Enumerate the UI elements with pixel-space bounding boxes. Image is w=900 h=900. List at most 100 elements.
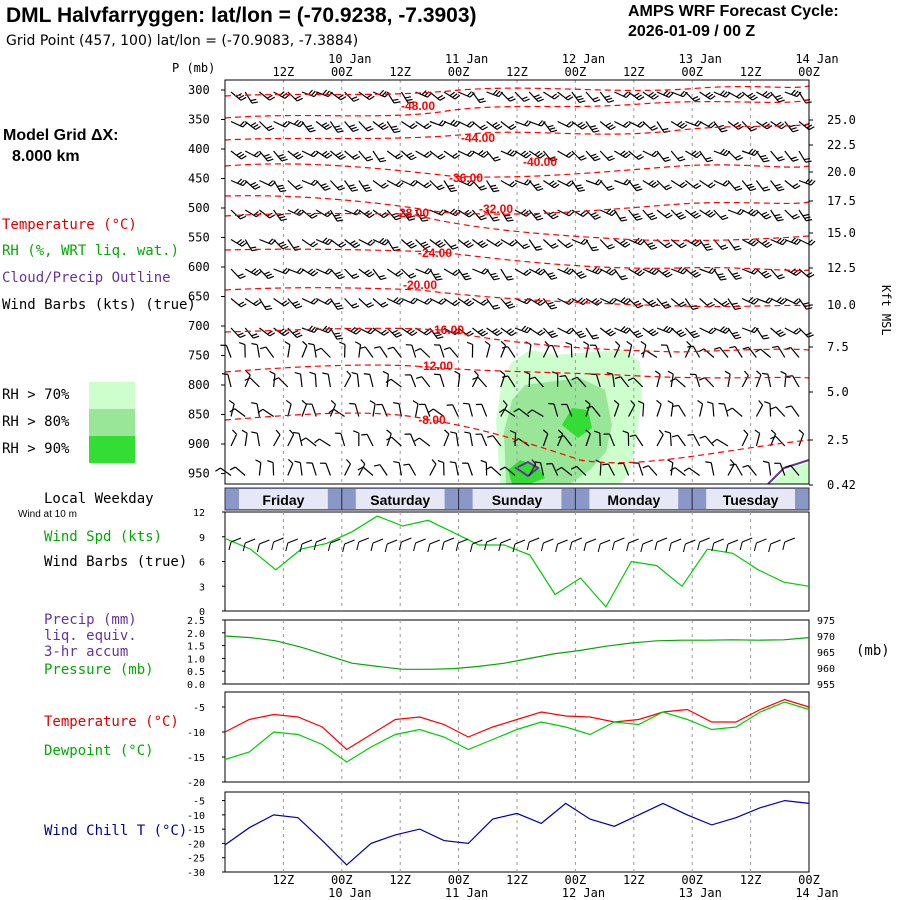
panel-tick-label: 6 — [199, 558, 205, 569]
wind-barb — [490, 466, 502, 476]
wind-barb-feather — [409, 218, 416, 221]
wind-barb-feather — [719, 90, 725, 96]
wind-barb — [642, 150, 655, 158]
wind-barb-feather — [551, 129, 558, 133]
surface-wind-barb — [628, 538, 639, 544]
wind-barb-feather — [479, 330, 486, 335]
wind-barb — [358, 268, 370, 278]
wind-barb-feather — [594, 216, 601, 220]
bottom-time-label: 00Z — [448, 873, 470, 887]
wind-barb — [256, 344, 260, 358]
wind-barb-feather — [314, 438, 320, 444]
wind-barb — [244, 374, 251, 388]
wind-barb — [613, 404, 620, 417]
wind-barb — [585, 268, 599, 275]
wind-barb-feather — [509, 430, 516, 434]
wind-barb-feather — [441, 210, 447, 216]
wind-barb-feather — [690, 269, 697, 274]
wind-barb-feather — [521, 325, 526, 331]
wind-barb-feather — [466, 91, 472, 97]
pressure-tick-label: 300 — [188, 83, 210, 97]
wind-barb-feather — [251, 431, 258, 434]
wind-barb-feather — [765, 274, 772, 279]
wind-barb-feather — [632, 183, 639, 187]
wind-barb-feather — [280, 189, 287, 193]
wind-barb-feather — [367, 327, 373, 333]
wind-barb-feather — [650, 93, 657, 99]
wind-barb-feather — [750, 210, 756, 216]
wind-barb-feather — [462, 272, 469, 276]
wind-barb — [674, 467, 686, 476]
wind-barb — [684, 91, 696, 102]
wind-barb-feather — [452, 209, 458, 215]
wind-barb-feather — [667, 400, 674, 405]
wind-barb-feather — [535, 215, 542, 219]
wind-barb — [756, 121, 768, 130]
wind-barb — [455, 462, 459, 476]
wind-barb — [699, 180, 711, 189]
wind-barb — [287, 120, 300, 128]
wind-barb-feather — [696, 241, 702, 247]
wind-barb-feather — [578, 155, 585, 159]
wind-barb — [656, 298, 666, 309]
wind-barb-feather — [454, 370, 461, 375]
wind-barb-feather — [334, 302, 341, 305]
wind-barb-feather — [568, 122, 575, 128]
wind-barb-feather — [692, 271, 699, 276]
wind-barb — [315, 209, 328, 218]
wind-barb — [741, 297, 755, 305]
wind-barb-feather — [720, 244, 727, 248]
wind-barb-feather — [705, 461, 712, 464]
wind-barb-feather — [770, 406, 777, 410]
wind-barb — [699, 403, 704, 417]
wind-barb — [256, 433, 260, 447]
wind-barb — [415, 268, 428, 275]
wind-barb — [542, 327, 553, 338]
wind-barb — [670, 150, 680, 162]
wind-barb-feather — [755, 348, 761, 353]
wind-barb-feather — [351, 371, 358, 375]
wind-barb — [628, 327, 638, 338]
surface-wind-barb-feather — [526, 541, 530, 551]
wind-barb — [344, 239, 356, 249]
wind-barb — [613, 268, 623, 280]
wind-barb-feather — [753, 299, 759, 305]
wind-barb-feather — [378, 122, 384, 127]
wind-barb-feather — [339, 187, 346, 191]
wind-barb-feather — [283, 301, 290, 307]
wind-barb-feather — [760, 154, 767, 158]
panel-tick-label: 9 — [199, 533, 205, 544]
wind-barb — [790, 405, 800, 417]
wind-barb — [400, 150, 412, 161]
surface-wind-barb — [372, 538, 384, 544]
wind-barb-feather — [718, 275, 726, 279]
wind-barb-feather — [380, 159, 387, 163]
wind-barb — [467, 463, 473, 476]
bottom-time-label: 00Z — [565, 873, 587, 887]
wind-barb — [647, 465, 658, 476]
top-date-label: 13 Jan — [679, 52, 722, 66]
wind-barb-feather — [794, 185, 801, 190]
wind-barb-feather — [651, 246, 658, 250]
surface-wind-barb — [671, 538, 682, 544]
wind-barb-feather — [580, 275, 587, 279]
wind-barb-feather — [485, 466, 492, 471]
wind-barb — [614, 91, 627, 99]
wind-barb-feather — [664, 159, 671, 162]
wind-barb-feather — [680, 244, 687, 249]
wind-barb-feather — [244, 377, 251, 381]
wind-barb-feather — [722, 216, 729, 221]
wind-barb — [429, 239, 441, 248]
wind-barb-feather — [491, 216, 499, 219]
wind-barb-feather — [435, 240, 441, 245]
wind-barb-feather — [649, 214, 656, 219]
wind-barb — [364, 346, 374, 358]
wind-barb-feather — [614, 340, 621, 347]
wind-barb — [685, 268, 696, 278]
wind-barb — [344, 180, 353, 192]
surface-wind-barb — [287, 538, 298, 544]
wind-barb — [273, 150, 283, 162]
wind-barb-feather — [364, 186, 371, 190]
wind-barb-feather — [640, 340, 647, 346]
wind-barb — [585, 344, 590, 358]
